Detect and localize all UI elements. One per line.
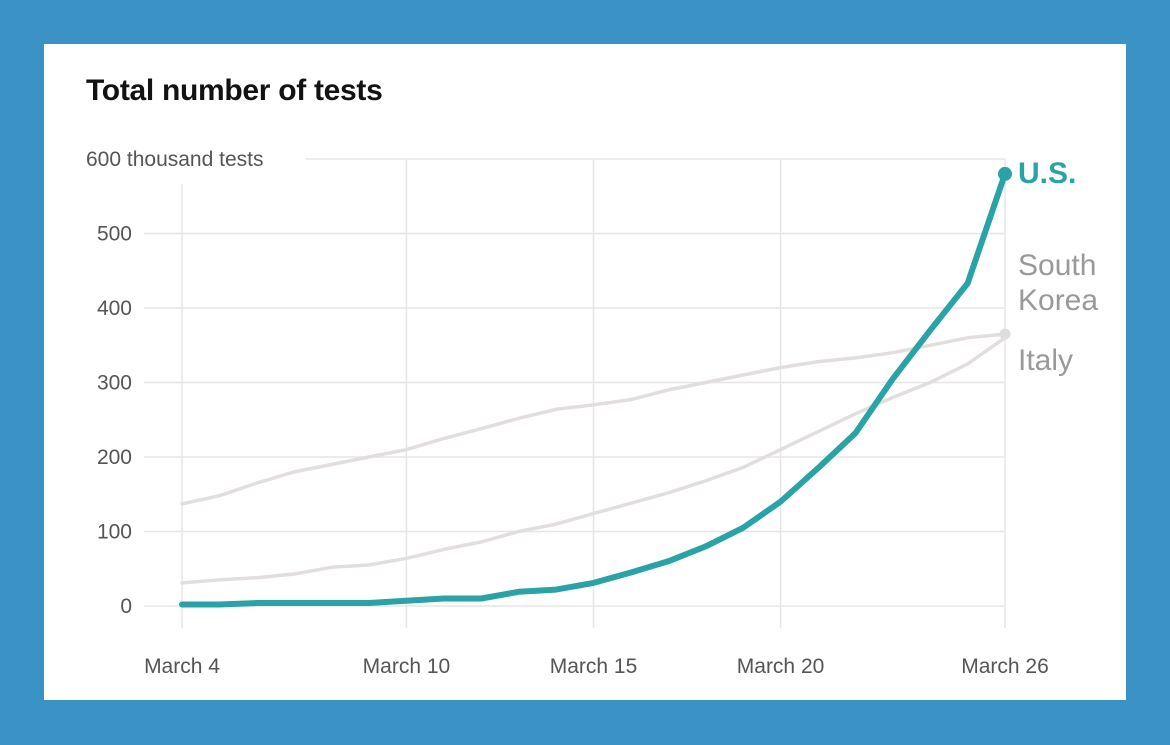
series-endpoint-south-korea: [999, 328, 1011, 340]
x-tick-label: March 10: [363, 655, 451, 678]
chart-card: Total number of tests 0 100 200 300 400 500 60…: [44, 44, 1126, 700]
series-label-italy: Italy: [1018, 344, 1073, 377]
y-tick-label: 300: [97, 372, 132, 395]
series-lines: [179, 166, 1012, 608]
x-axis-ticks: March 4 March 10 March 15 March 20 March 26: [144, 655, 1049, 678]
y-axis-ticks: 0 100 200 300 400 500 600 thousand tests: [86, 148, 263, 618]
x-tick-label: March 26: [961, 655, 1049, 678]
grid: [144, 158, 1006, 628]
series-line-italy: [180, 336, 1007, 585]
x-tick-label: March 20: [737, 655, 825, 678]
y-tick-label: 600 thousand tests: [86, 148, 263, 171]
series-label-south-korea: South Korea: [1018, 249, 1098, 317]
y-tick-label: 100: [97, 521, 132, 544]
series-label-line: South: [1018, 249, 1096, 282]
y-tick-label: 0: [120, 595, 132, 618]
line-chart: 0 100 200 300 400 500 600 thousand tests March…: [86, 148, 1098, 678]
x-tick-label: March 4: [144, 655, 220, 678]
x-tick-label: March 15: [550, 655, 638, 678]
series-line-u-s: [179, 170, 1008, 608]
series-label-line: Korea: [1018, 284, 1098, 317]
y-tick-label: 500: [97, 223, 132, 246]
series-endpoint-u-s: [998, 166, 1012, 181]
y-tick-label: 400: [97, 297, 132, 320]
series-label-line: Italy: [1018, 344, 1073, 377]
y-tick-label: 200: [97, 446, 132, 469]
chart-title: Total number of tests: [86, 74, 383, 107]
series-labels: South Korea Italy U.S.: [1018, 157, 1098, 377]
series-label-u-s: U.S.: [1018, 157, 1076, 190]
series-line-south-korea: [180, 332, 1007, 506]
series-label-line: U.S.: [1018, 157, 1076, 190]
